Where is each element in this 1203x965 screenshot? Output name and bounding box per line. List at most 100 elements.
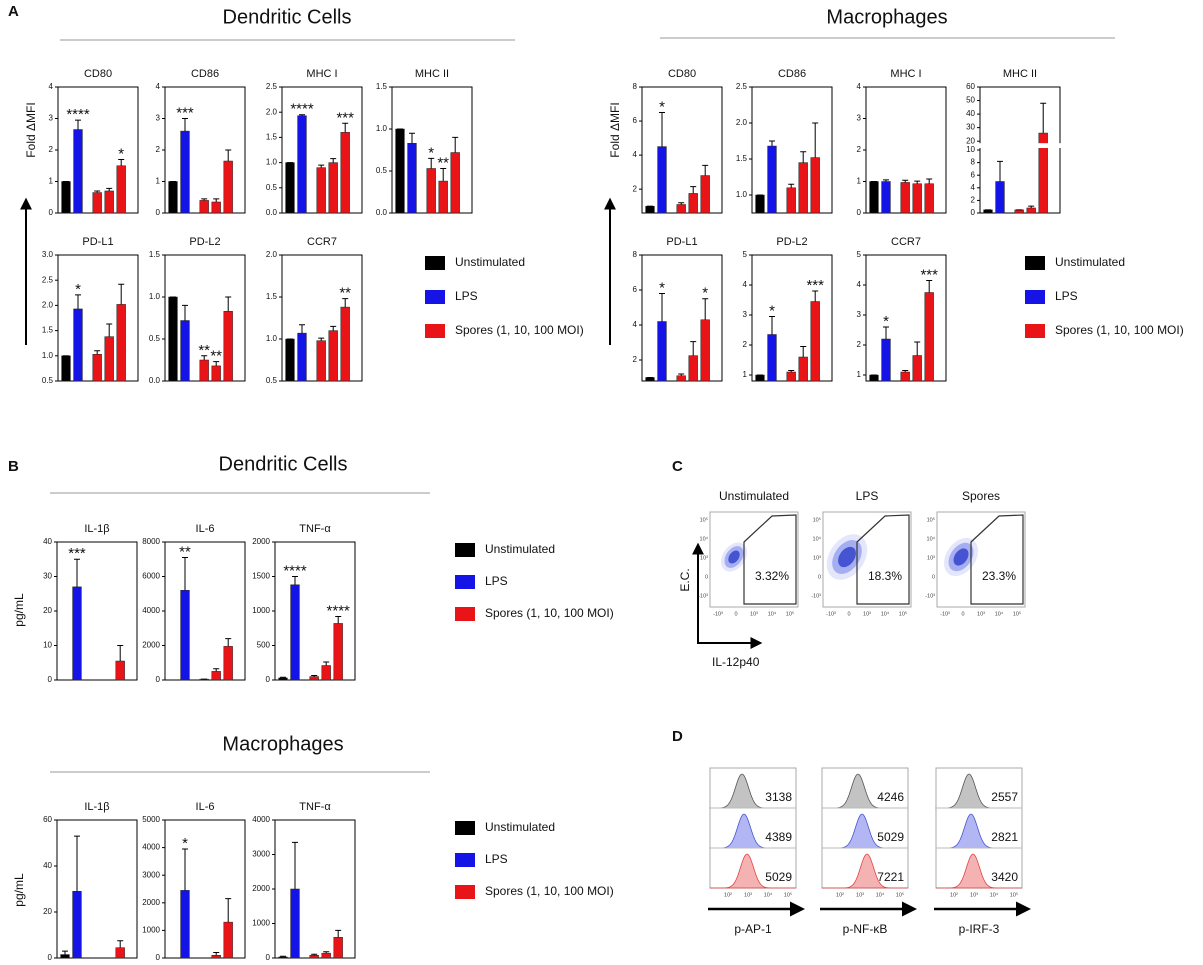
bar xyxy=(316,167,326,214)
error-bar xyxy=(75,119,81,130)
bar xyxy=(115,660,125,681)
significance: ** xyxy=(198,342,210,359)
bar xyxy=(115,947,125,959)
flow-x-tick: 0 xyxy=(961,611,964,617)
bar xyxy=(1026,207,1036,214)
legend-label: Spores (1, 10, 100 MOI) xyxy=(455,323,584,337)
y-tick-label: 4 xyxy=(156,82,161,91)
y-tick-label: 1.5 xyxy=(266,133,278,142)
error-bar xyxy=(330,325,337,331)
histogram-x-tick: 10² xyxy=(724,892,732,898)
bar xyxy=(700,319,710,382)
flow-x-tick: 10³ xyxy=(863,611,871,617)
y-tick-label: 3.0 xyxy=(42,250,54,259)
legend-swatch xyxy=(1025,256,1045,270)
bar-chart: IL-6 0 2000 4000 6000 8000 ** xyxy=(142,523,246,684)
panel-label: A xyxy=(8,3,19,20)
y-tick-label: 2.5 xyxy=(736,82,748,91)
flow-y-tick: -10³ xyxy=(811,593,821,599)
error-bar xyxy=(812,122,819,158)
y-tick-label: 0 xyxy=(857,208,862,217)
y-tick-label: 8 xyxy=(633,82,638,91)
histogram-label: p-NF-κB xyxy=(843,922,888,936)
error-bar xyxy=(323,951,330,954)
legend-swatch xyxy=(425,256,445,270)
y-tick-label: 1.5 xyxy=(736,154,748,163)
bar-chart: TNF-α 0 500 1000 1500 2000 **** **** xyxy=(252,523,356,684)
y-tick-label: 1000 xyxy=(252,606,270,615)
flow-frame xyxy=(936,511,1026,608)
bar xyxy=(180,890,190,959)
y-tick-label: 2 xyxy=(857,340,862,349)
significance: * xyxy=(182,835,188,852)
legend-label: Unstimulated xyxy=(1055,255,1125,269)
significance: *** xyxy=(806,277,824,294)
flow-x-tick: 0 xyxy=(847,611,850,617)
error-bar xyxy=(117,645,124,662)
flow-x-tick: 10⁵ xyxy=(899,610,907,617)
error-bar xyxy=(902,370,909,372)
bar xyxy=(786,187,796,214)
error-bar xyxy=(182,848,188,891)
y-tick-label: 0 xyxy=(266,675,271,684)
bar xyxy=(168,181,178,214)
chart-title: PD-L2 xyxy=(189,236,220,248)
bar xyxy=(285,338,295,382)
y-tick-label: 2 xyxy=(971,196,976,205)
y-tick-label: 2000 xyxy=(142,641,160,650)
y-tick-label: 2.5 xyxy=(266,82,278,91)
error-bar xyxy=(769,316,775,335)
bar xyxy=(72,891,82,959)
flow-x-tick: 10⁵ xyxy=(1013,610,1021,617)
significance: *** xyxy=(336,109,354,126)
bar xyxy=(438,180,448,214)
bar xyxy=(211,671,221,681)
error-bar xyxy=(117,940,124,948)
bar xyxy=(180,320,190,382)
y-tick-label: 2 xyxy=(49,145,54,154)
error-bar xyxy=(213,668,220,672)
y-tick-label: 4 xyxy=(857,82,862,91)
y-tick-label: 4000 xyxy=(252,815,270,824)
plot-frame xyxy=(751,254,833,382)
error-bar xyxy=(280,676,286,678)
plot-frame xyxy=(164,541,246,681)
y-tick-label: 2.0 xyxy=(266,107,278,116)
y-tick-label: 20 xyxy=(43,606,52,615)
flow-y-tick: 10⁴ xyxy=(813,535,822,542)
histogram-x-tick: 10³ xyxy=(744,892,752,898)
error-bar xyxy=(299,114,305,116)
y-tick-label: 4 xyxy=(857,280,862,289)
bar xyxy=(767,145,777,214)
flow-x-tick: 10⁴ xyxy=(995,610,1004,617)
histogram-x-tick: 10² xyxy=(836,892,844,898)
error-bar xyxy=(428,157,435,169)
y-axis-label: pg/mL xyxy=(12,873,26,907)
legend-label: Unstimulated xyxy=(485,542,555,556)
bar xyxy=(278,677,288,681)
y-tick-label: 60 xyxy=(966,82,975,91)
y-tick-label: 1.0 xyxy=(42,351,54,360)
y-tick-label: 1 xyxy=(857,370,862,379)
plot-frame xyxy=(274,819,356,959)
error-bar xyxy=(74,835,80,892)
y-tick-label: 6 xyxy=(971,170,976,179)
histogram-x-tick: 10³ xyxy=(856,892,864,898)
error-bar xyxy=(94,350,101,355)
bar xyxy=(810,157,820,214)
y-tick-label: 1500 xyxy=(252,572,270,581)
y-tick-label: 3 xyxy=(743,310,748,319)
chart-title: MHC II xyxy=(415,68,449,80)
y-tick-label: 3 xyxy=(156,114,161,123)
flow-frame xyxy=(822,511,912,608)
error-bar xyxy=(690,341,697,356)
histogram-x-tick: 10² xyxy=(950,892,958,898)
flow-x-tick: -10³ xyxy=(826,611,836,617)
bar-chart: CD86 1.0 1.5 2.0 2.5 xyxy=(736,68,833,214)
bar-chart: MHC II 0.0 0.5 1.0 1.5 *** xyxy=(376,68,473,217)
error-bar xyxy=(225,898,232,923)
significance: ** xyxy=(210,348,222,365)
